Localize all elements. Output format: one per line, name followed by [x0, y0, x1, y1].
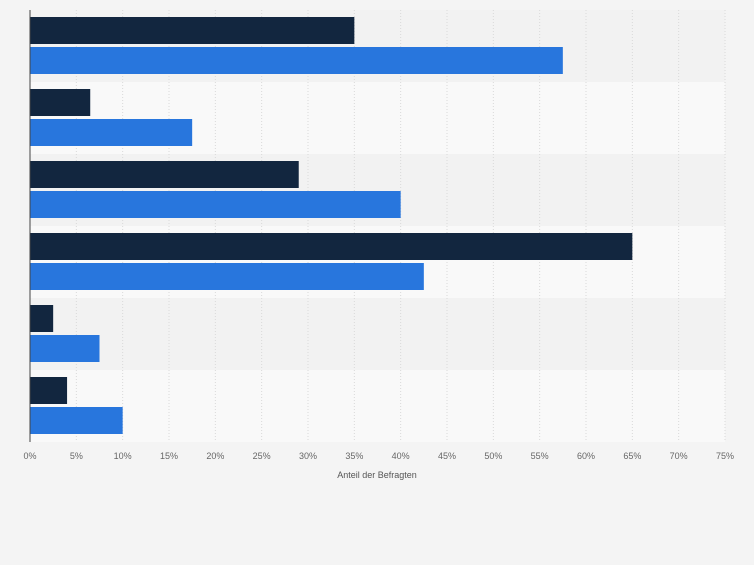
x-tick-label: 75%: [716, 451, 734, 461]
bars: [30, 17, 633, 434]
x-tick-label: 30%: [299, 451, 317, 461]
bar-series-2[interactable]: [30, 47, 563, 74]
x-tick-label: 15%: [160, 451, 178, 461]
bar-series-2[interactable]: [30, 335, 100, 362]
x-tick-label: 0%: [23, 451, 36, 461]
x-tick-label: 55%: [531, 451, 549, 461]
bar-series-2[interactable]: [30, 119, 193, 146]
x-tick-label: 35%: [345, 451, 363, 461]
x-tick-label: 65%: [623, 451, 641, 461]
x-tick-label: 25%: [253, 451, 271, 461]
x-tick-label: 45%: [438, 451, 456, 461]
x-axis-title: Anteil der Befragten: [337, 470, 417, 480]
bar-series-1[interactable]: [30, 17, 355, 44]
x-tick-label: 5%: [70, 451, 83, 461]
category-bands: [30, 10, 725, 442]
x-tick-labels: 0% 5% 10% 15% 20% 25% 30% 35% 40% 45% 50% 55% 60% 65%…: [23, 451, 734, 461]
bar-series-1[interactable]: [30, 89, 91, 116]
bar-series-2[interactable]: [30, 407, 123, 434]
x-tick-label: 70%: [670, 451, 688, 461]
category-band: [30, 370, 725, 442]
bar-series-2[interactable]: [30, 191, 401, 218]
x-tick-label: 10%: [114, 451, 132, 461]
category-band: [30, 298, 725, 370]
bar-series-1[interactable]: [30, 233, 633, 260]
bar-series-1[interactable]: [30, 377, 68, 404]
x-tick-label: 20%: [206, 451, 224, 461]
x-tick-label: 40%: [392, 451, 410, 461]
bar-series-1[interactable]: [30, 161, 299, 188]
gridlines: [75, 10, 726, 442]
bar-series-1[interactable]: [30, 305, 54, 332]
x-tick-label: 60%: [577, 451, 595, 461]
bar-series-2[interactable]: [30, 263, 424, 290]
x-tick-label: 50%: [484, 451, 502, 461]
